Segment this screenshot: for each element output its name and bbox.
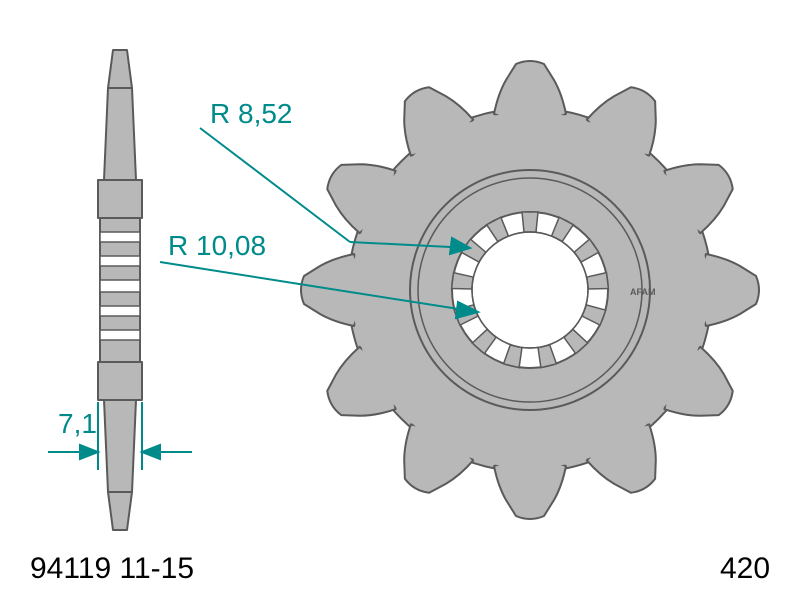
- technical-drawing-canvas: AFAM: [0, 0, 800, 600]
- sprocket-front-view: AFAM: [301, 61, 759, 519]
- sprocket-side-view: [98, 50, 142, 530]
- radius-outer-label: R 8,52: [210, 98, 293, 130]
- brand-text: AFAM: [630, 287, 656, 297]
- part-number-label: 94119 11-15: [30, 552, 194, 586]
- chain-pitch-label: 420: [720, 552, 770, 586]
- thickness-label: 7,1: [58, 408, 97, 440]
- radius-inner-label: R 10,08: [168, 230, 266, 262]
